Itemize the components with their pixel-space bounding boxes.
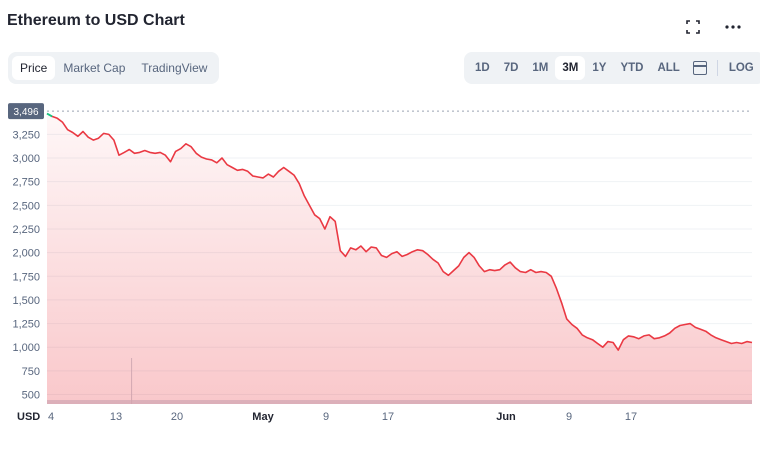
x-tick-label: 9 <box>323 411 329 423</box>
range-selector: 1D 7D 1M 3M 1Y YTD ALL LOG <box>464 52 760 84</box>
range-1y[interactable]: 1Y <box>592 62 607 74</box>
y-tick-label: 750 <box>22 366 40 378</box>
y-tick-label: 3,250 <box>12 129 40 141</box>
y-tick-label: 1,500 <box>12 295 40 307</box>
y-tick-label: 2,000 <box>12 248 40 260</box>
header-actions <box>682 16 744 38</box>
page-title: Ethereum to USD Chart <box>7 12 185 29</box>
y-tick-label: 2,250 <box>12 224 40 236</box>
current-price-tag <box>8 103 44 120</box>
x-tick-label: 17 <box>382 411 394 423</box>
range-1d[interactable]: 1D <box>475 62 490 74</box>
range-all[interactable]: ALL <box>657 62 680 74</box>
currency-label: USD <box>17 411 40 423</box>
range-7d[interactable]: 7D <box>503 62 519 74</box>
y-tick-label: 2,750 <box>12 177 40 189</box>
calendar-icon[interactable] <box>692 61 707 75</box>
y-tick-label: 500 <box>22 390 40 402</box>
toolbar-divider <box>716 60 718 76</box>
y-axis: 3,250 3,000 2,750 2,500 2,250 2,000 1,750 1,500… <box>12 129 40 401</box>
price-line <box>46 112 753 351</box>
x-tick-label: Jun <box>496 411 516 423</box>
x-tick-label: 17 <box>625 411 637 423</box>
x-tick-label: 20 <box>171 411 183 423</box>
x-tick-label: 13 <box>110 411 122 423</box>
y-tick-label: 1,750 <box>12 271 40 283</box>
price-area-fill <box>47 113 752 404</box>
y-tick-label: 2,500 <box>12 200 40 212</box>
price-line-start <box>46 112 53 118</box>
y-tick-label: 3,000 <box>12 153 40 165</box>
range-3m[interactable]: 3M <box>555 56 586 80</box>
x-tick-label: 9 <box>566 411 572 423</box>
more-icon[interactable] <box>722 16 744 38</box>
x-axis: 4 13 20 May 9 17 Jun 9 17 <box>48 411 637 423</box>
tab-price[interactable]: Price <box>12 56 56 80</box>
x-tick-label: 4 <box>48 411 54 423</box>
log-scale-toggle[interactable]: LOG <box>728 62 754 74</box>
price-chart: 3,250 3,000 2,750 2,500 2,250 2,000 1,750 1,500… <box>8 103 753 423</box>
tab-market-cap[interactable]: Market Cap <box>63 61 126 75</box>
chart-type-tabs: Price Market Cap TradingView <box>8 52 220 84</box>
x-tick-label: May <box>252 411 274 423</box>
range-1m[interactable]: 1M <box>532 62 549 74</box>
fullscreen-icon[interactable] <box>682 16 704 38</box>
y-tick-label: 1,000 <box>12 342 40 354</box>
range-ytd[interactable]: YTD <box>620 62 644 74</box>
y-tick-label: 1,250 <box>12 319 40 331</box>
tab-tradingview[interactable]: TradingView <box>141 61 208 75</box>
current-price-label: 3,496 <box>13 107 38 118</box>
